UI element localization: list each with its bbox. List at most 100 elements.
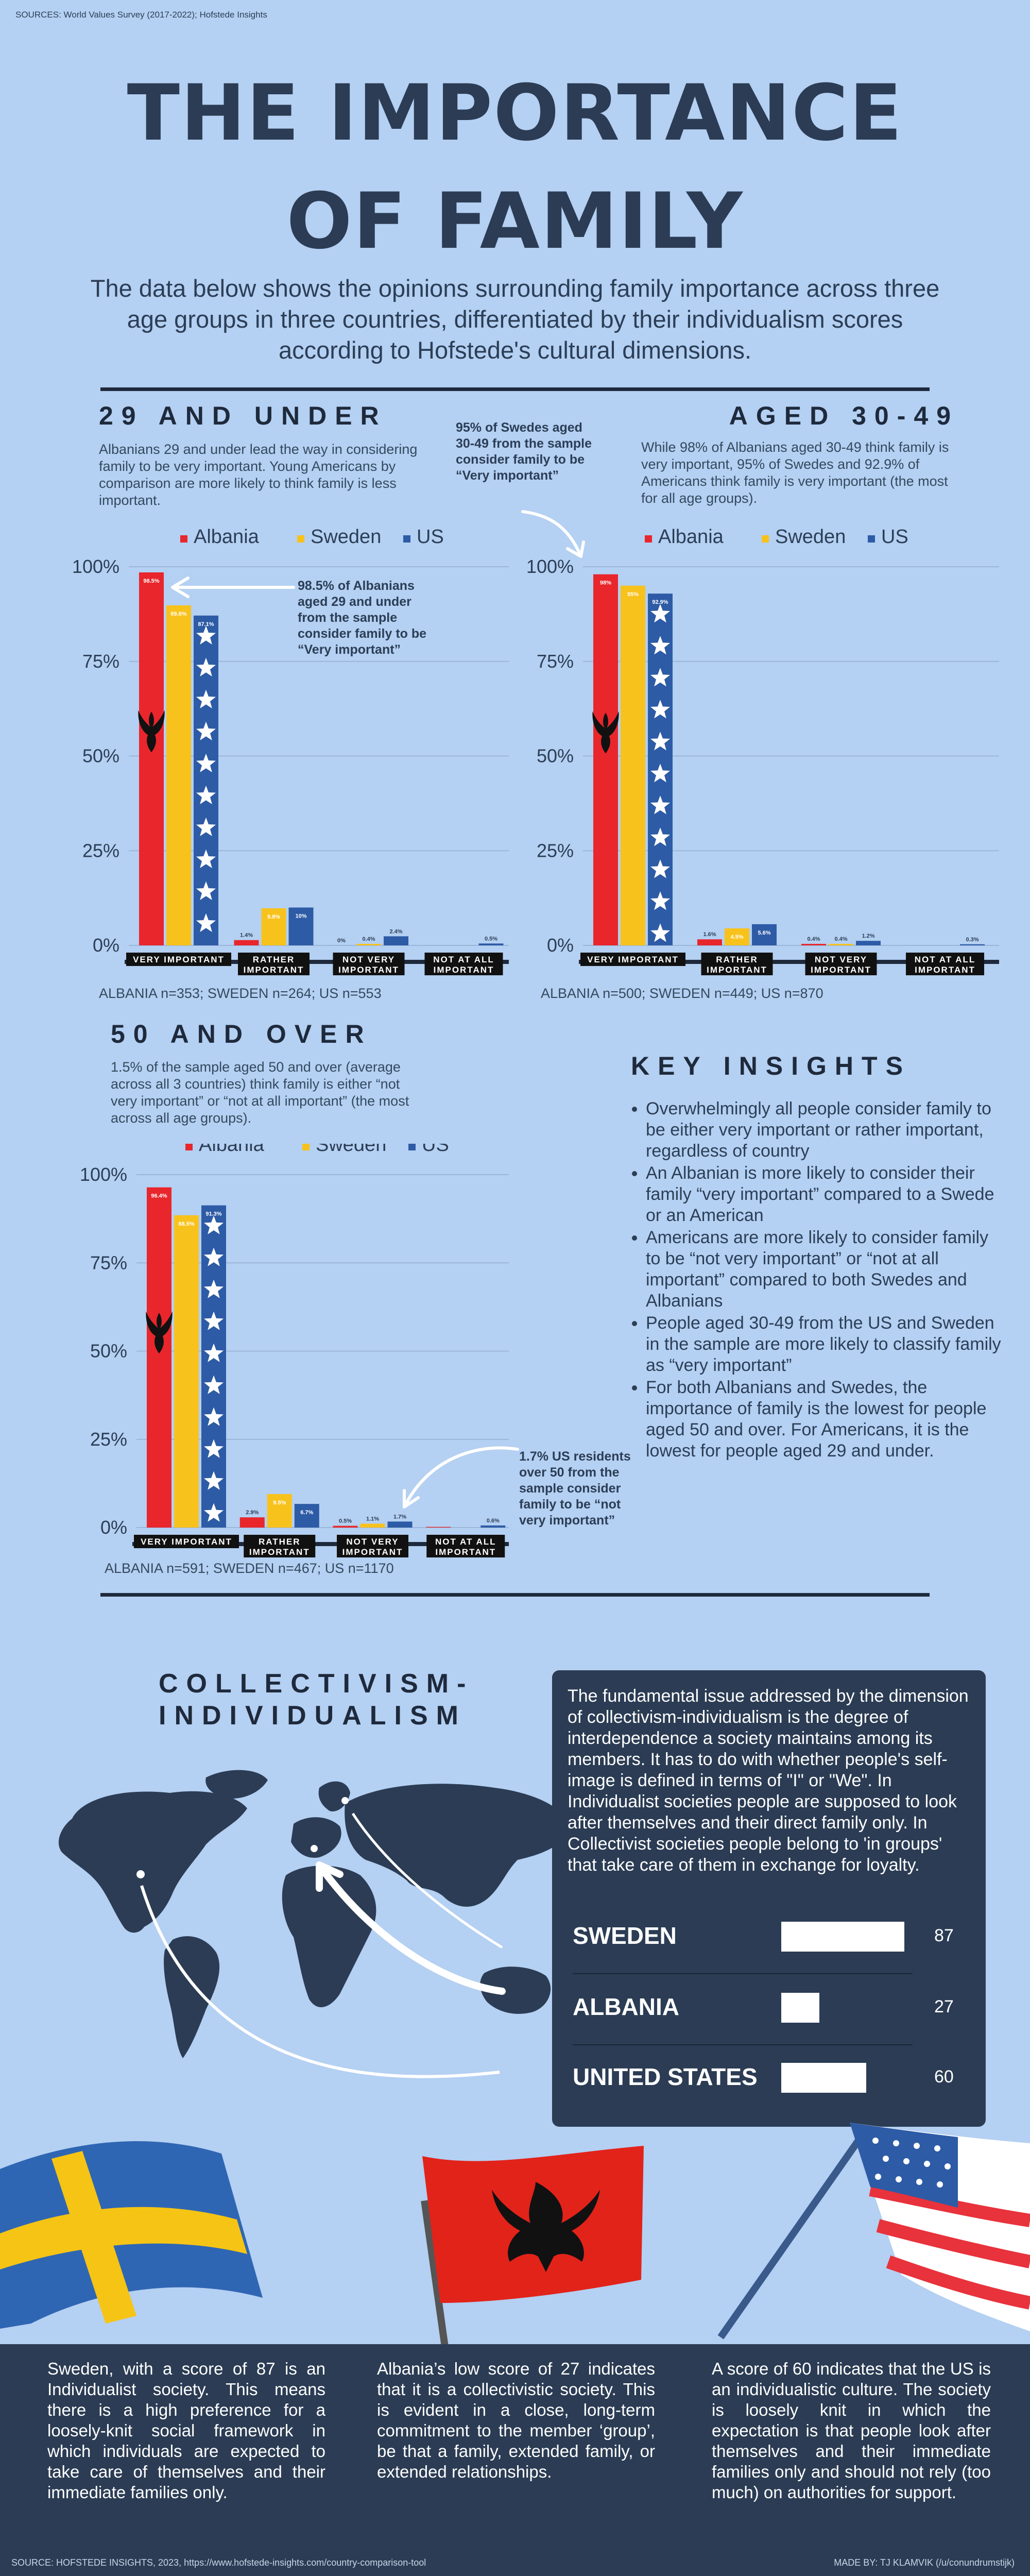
legend-swatch [762, 535, 769, 543]
intro-text: The data below shows the opinions surrou… [90, 275, 940, 364]
star-icon [650, 604, 670, 623]
data-label: 2.9% [246, 1510, 259, 1516]
data-label: 1.6% [703, 931, 716, 938]
africa-shape [282, 1866, 376, 2008]
bar-albania [426, 1527, 451, 1528]
bar-sweden [356, 944, 381, 945]
insight-item: An Albanian is more likely to consider t… [646, 1163, 1006, 1226]
legend-label: US [422, 1144, 449, 1156]
category-label-bg [701, 953, 773, 975]
legend-label: US [417, 526, 444, 548]
x-axis-baseline [125, 960, 509, 964]
legend-label: Sweden [311, 526, 381, 548]
bar-albania [697, 939, 722, 945]
north-america-shape [58, 1791, 247, 1933]
australia-shape [480, 1967, 551, 2014]
arrow-icon [403, 1446, 519, 1509]
star-icon [204, 1503, 224, 1522]
bar-us [294, 1504, 319, 1528]
bar-albania [234, 940, 259, 945]
arrowhead-icon [316, 1861, 344, 1892]
bar-sweden [261, 908, 286, 945]
x-tick-label: IMPORTANT [249, 1547, 310, 1557]
albania-eagle-icon [592, 711, 619, 754]
bar-albania [801, 944, 826, 945]
x-tick-label: IMPORTANT [342, 1547, 403, 1557]
star-icon [204, 1407, 224, 1426]
sweden-summary: Sweden, with a score of 87 is an Individ… [47, 2359, 325, 2502]
data-label: 0.5% [339, 1518, 352, 1524]
y-tick-label: 25% [537, 840, 574, 861]
legend-swatch [408, 1144, 416, 1150]
bar-albania [593, 574, 618, 945]
star-icon [196, 721, 216, 740]
heading-50-and-over: 50 AND OVER [111, 1020, 372, 1048]
x-tick-label: RATHER [253, 955, 295, 964]
category-label-bg [134, 1535, 239, 1548]
albania-eagle-icon [138, 710, 165, 753]
annotation-us-over-50: 1.7% US residents over 50 from the sampl… [519, 1449, 631, 1528]
bar-albania [333, 1526, 358, 1528]
y-tick-label: 0% [100, 1517, 127, 1538]
legend-label: Sweden [316, 1144, 386, 1156]
category-label-bg [238, 953, 310, 975]
bar-sweden [621, 585, 645, 945]
star-icon [204, 1215, 224, 1234]
annotation-arrow-icon [521, 510, 585, 558]
y-tick-label: 50% [90, 1341, 127, 1362]
score-label-us: UNITED STATES [573, 2063, 758, 2090]
x-tick-label: VERY IMPORTANT [133, 955, 225, 964]
heading-key-insights: KEY INSIGHTS [631, 1052, 911, 1080]
y-tick-label: 100% [526, 556, 574, 577]
data-label: 5.6% [758, 930, 770, 936]
category-label-bg [244, 1535, 316, 1557]
x-tick-label: IMPORTANT [434, 965, 494, 975]
x-tick-label: VERY IMPORTANT [141, 1537, 232, 1547]
bar-us [288, 907, 314, 945]
data-label: 2.4% [389, 928, 402, 935]
bar-sweden [725, 928, 749, 945]
category-label-bg [337, 1535, 408, 1557]
albania-marker [311, 1845, 318, 1852]
category-label-bg [906, 953, 984, 975]
chart-50-and-over: Albania Sweden US 0% 25% 50% 75% 100% 96.4% 88.5%… [80, 1144, 509, 1557]
x-axis-baseline [579, 960, 999, 964]
star-icon [204, 1343, 224, 1362]
star-icon [650, 636, 670, 655]
individualism-definition: The fundamental issue addressed by the d… [568, 1686, 969, 1875]
star-icon [204, 1279, 224, 1298]
x-tick-label: VERY IMPORTANT [587, 955, 679, 964]
star-icon [650, 859, 670, 878]
star-icon [204, 1471, 224, 1490]
x-tick-label: NOT AT ALL [435, 1537, 496, 1547]
x-tick-label: NOT VERY [346, 1537, 399, 1547]
data-label: 0.4% [362, 936, 375, 942]
heading-29-and-under: 29 AND UNDER [99, 401, 387, 430]
data-label: 1.1% [366, 1516, 379, 1522]
description-29-and-under: Albanians 29 and under lead the way in c… [99, 442, 418, 508]
divider [100, 387, 930, 391]
description-50-and-over: 1.5% of the sample aged 50 and over (ave… [111, 1059, 409, 1126]
star-icon [204, 1247, 224, 1266]
scandinavia-shape [318, 1781, 350, 1811]
star-icon [196, 881, 216, 900]
data-label: 6.7% [300, 1510, 313, 1516]
y-tick-label: 0% [93, 935, 119, 956]
y-tick-label: 75% [537, 651, 574, 672]
x-tick-label: IMPORTANT [244, 965, 304, 975]
y-tick-label: 25% [90, 1429, 127, 1450]
category-label-bg [424, 953, 503, 975]
connector-sweden [351, 1812, 503, 1949]
chart-legend: Albania Sweden US [645, 526, 908, 548]
divider [573, 2044, 913, 2045]
x-tick-label: IMPORTANT [435, 1547, 496, 1557]
legend-swatch [180, 535, 187, 543]
insight-item: For both Albanians and Swedes, the impor… [646, 1377, 1006, 1462]
asia-shape [345, 1784, 572, 1907]
x-tick-label: IMPORTANT [338, 965, 399, 975]
star-icon [196, 657, 216, 676]
bar-sweden [360, 1523, 385, 1528]
y-tick-label: 100% [72, 556, 119, 577]
annotation-arrow-icon [403, 1446, 519, 1509]
y-tick-label: 50% [82, 745, 119, 767]
